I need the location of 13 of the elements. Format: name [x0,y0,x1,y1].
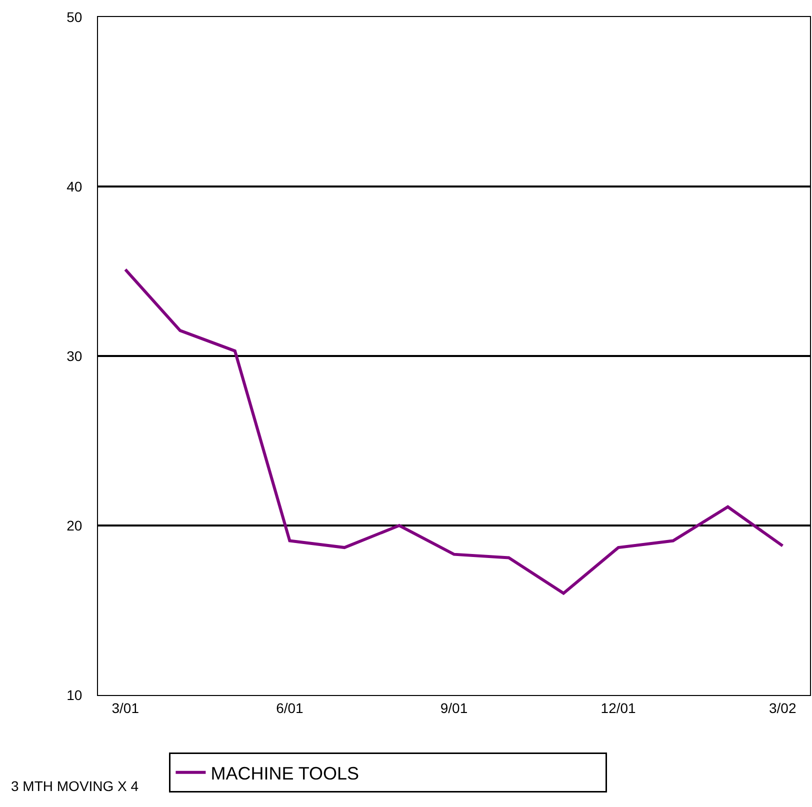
y-tick-label: 20 [66,517,82,534]
text: 3 MTH MOVING X 4 [11,778,139,794]
legend-label: MACHINE TOOLS [210,763,360,784]
y-tick-label: 50 [66,8,82,25]
y-tick-label: 40 [66,178,82,194]
x-tick-label: 3/02 [768,700,796,716]
x-tick-label: 6/01 [276,700,304,716]
x-tick-label: 3/01 [112,700,140,716]
x-tick-label: 9/01 [440,700,468,716]
y-tick-label: 10 [66,686,82,703]
x-tick-label: 12/01 [600,700,636,716]
y-tick-label: 30 [66,348,82,364]
line-series [124,268,784,595]
